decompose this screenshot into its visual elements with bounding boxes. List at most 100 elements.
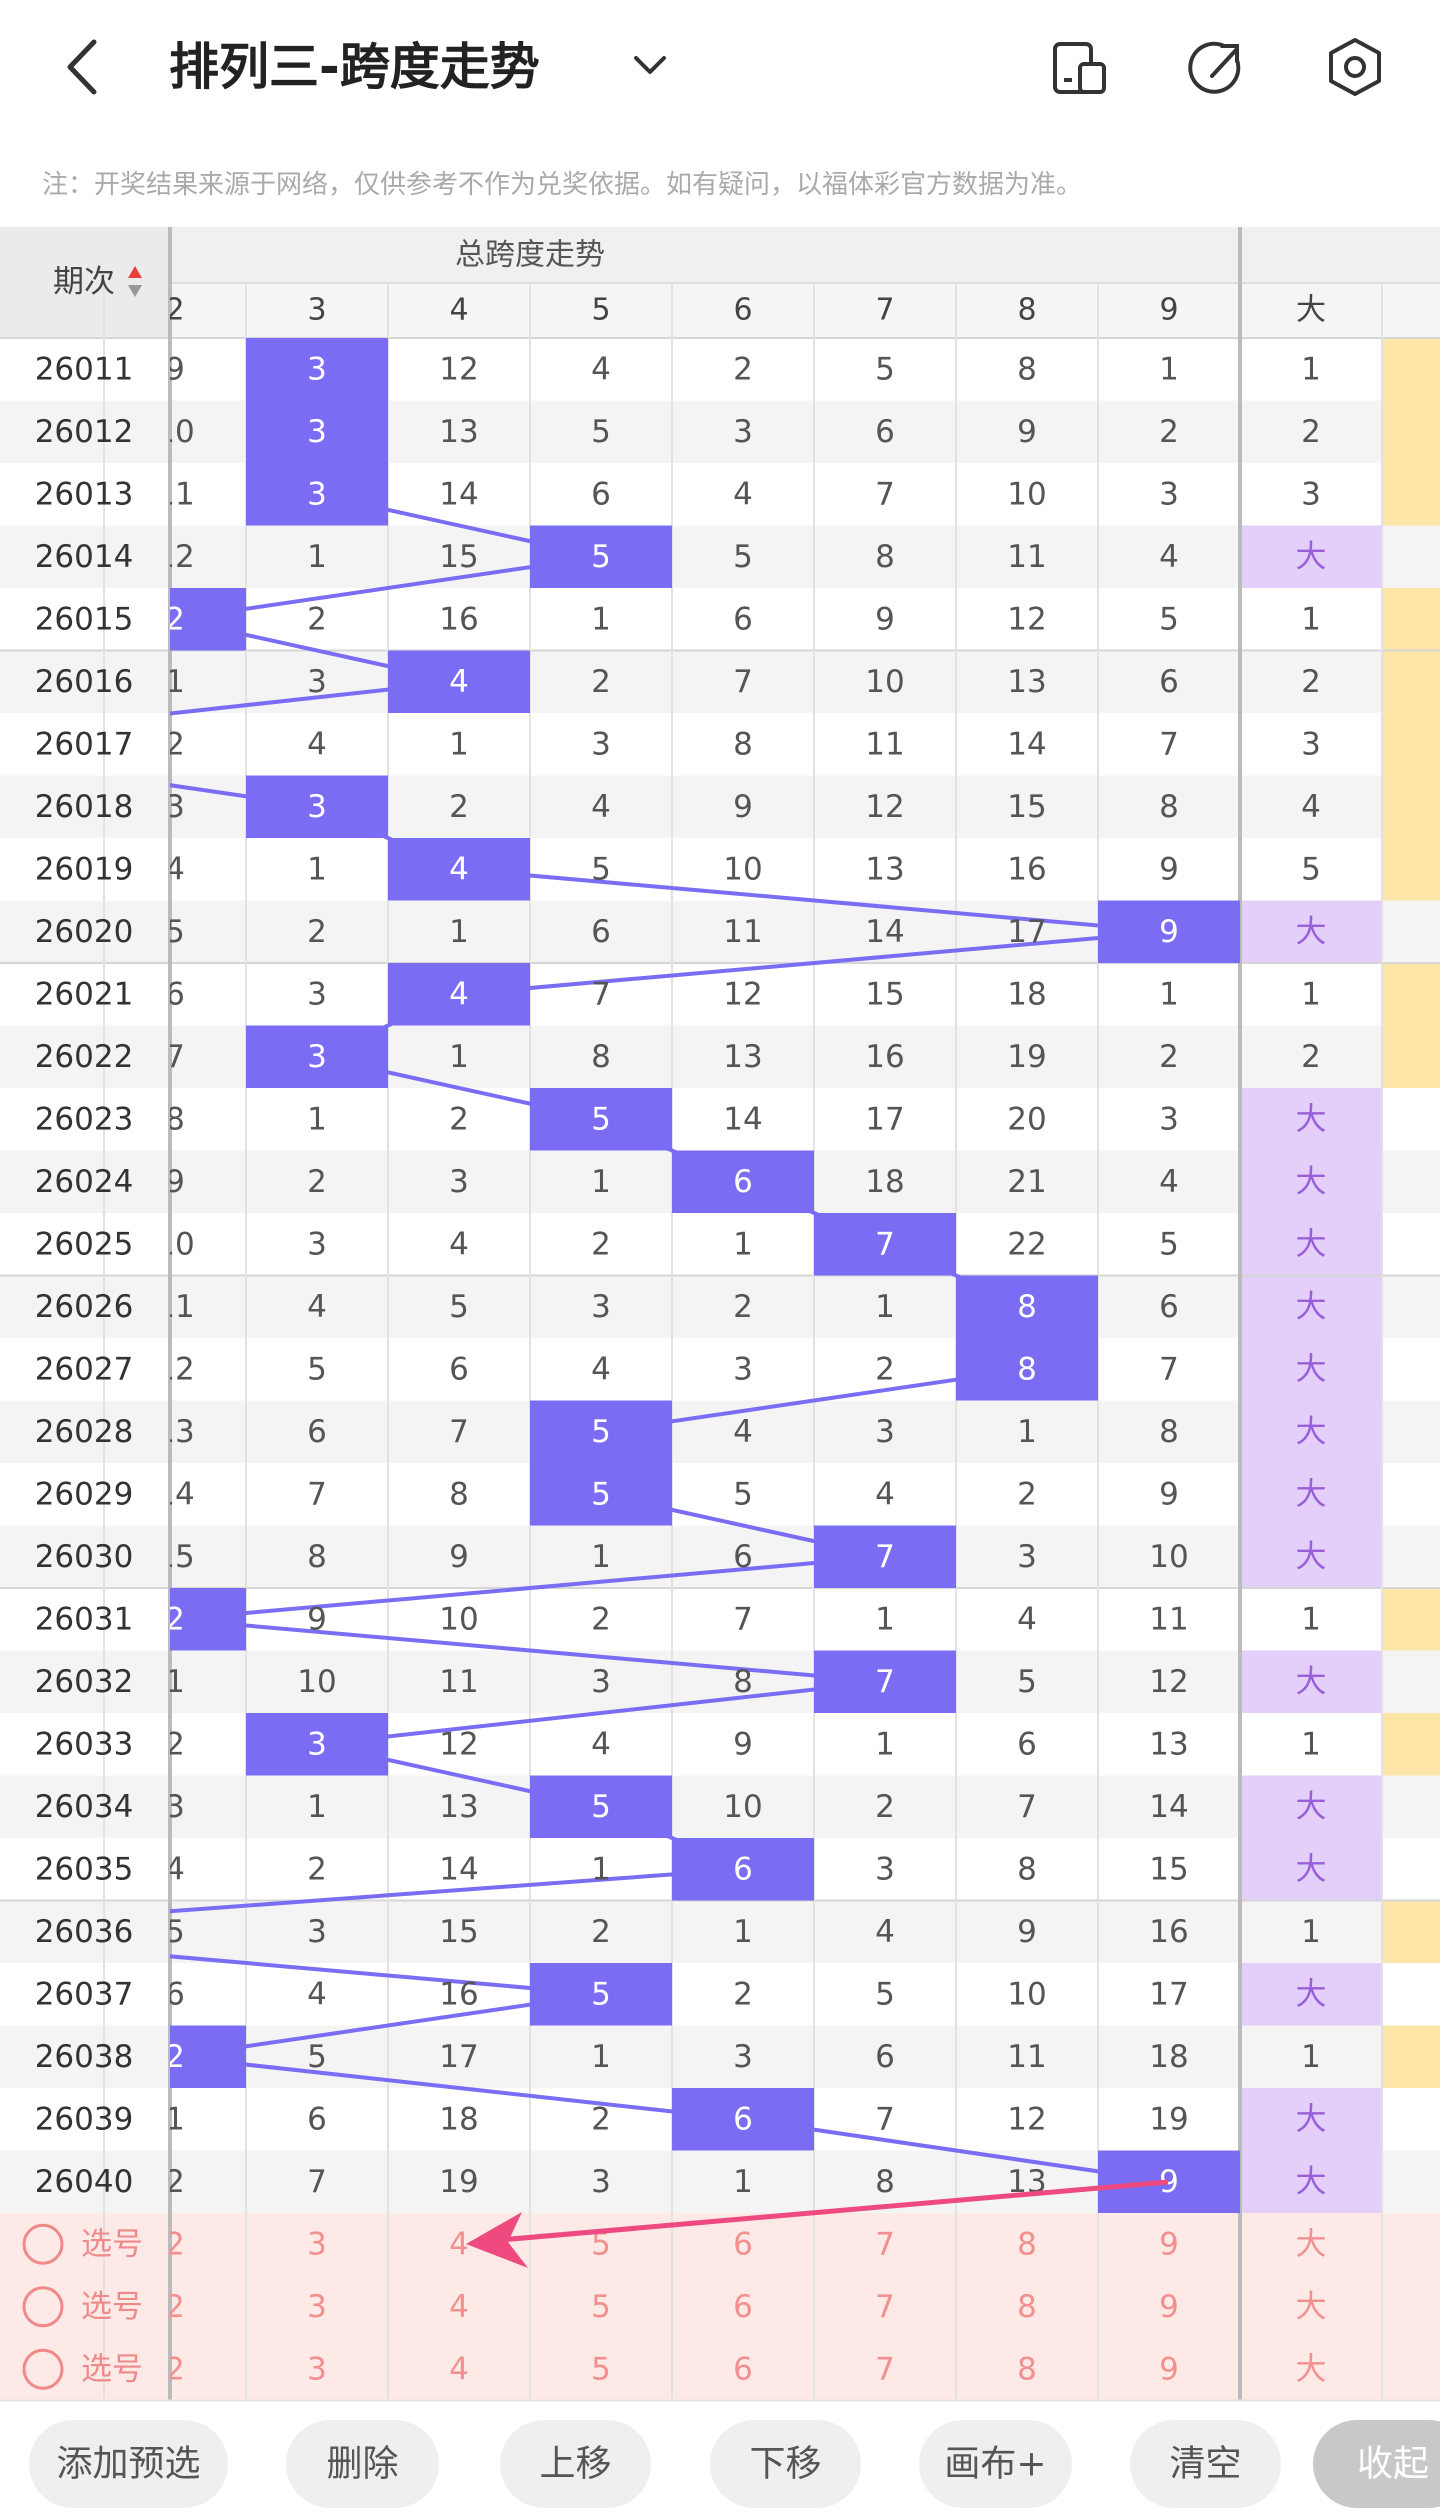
pick-option[interactable]: 7 [875, 2289, 895, 2325]
dropdown-button[interactable] [634, 56, 666, 74]
row-bg [0, 338, 1440, 401]
footer-button-label[interactable]: 收起 [1357, 2444, 1429, 2485]
pick-option[interactable]: 4 [449, 2351, 469, 2387]
cell-value: 6 [733, 1851, 753, 1887]
pick-radio[interactable] [22, 2223, 64, 2265]
settings-icon[interactable] [1329, 38, 1381, 96]
pick-radio[interactable] [22, 2348, 64, 2390]
row-bg [0, 963, 1440, 1026]
period: 26013 [35, 476, 134, 512]
pick-option[interactable]: 9 [1159, 2351, 1179, 2387]
pick-option[interactable]: 3 [307, 2351, 327, 2387]
hit-cell [246, 463, 388, 526]
cell-value: 7 [307, 2164, 327, 2200]
footer-button-label[interactable]: 画布+ [944, 2444, 1046, 2485]
pick-option[interactable]: 9 [1159, 2289, 1179, 2325]
pick-option[interactable]: 6 [733, 2226, 753, 2262]
hit-cell [530, 1963, 672, 2026]
cell-value: 5 [875, 351, 895, 387]
sort-down[interactable] [128, 285, 142, 297]
period: 26033 [35, 1726, 134, 1762]
cell-value: 13 [865, 851, 904, 887]
footer-button[interactable] [710, 2420, 861, 2508]
cell-value: 1 [165, 2101, 185, 2137]
footer-button[interactable] [500, 2420, 651, 2508]
pick-option[interactable]: 2 [165, 2351, 185, 2387]
period: 26040 [35, 2164, 134, 2200]
share-icon[interactable] [1188, 41, 1241, 94]
pick-option[interactable]: 6 [733, 2351, 753, 2387]
cell-value: 2 [449, 789, 469, 825]
pick-option[interactable]: 8 [1017, 2226, 1037, 2262]
pick-option[interactable]: 3 [307, 2289, 327, 2325]
cell-value: 12 [1007, 601, 1046, 637]
big-cell-bg [1240, 1963, 1382, 2026]
pick-label: 选号 [81, 2289, 143, 2325]
cell-value: 1 [307, 539, 327, 575]
pick-option[interactable]: 2 [165, 2289, 185, 2325]
sort-up[interactable] [128, 266, 142, 278]
footer-button-label[interactable]: 添加预选 [56, 2444, 200, 2485]
hit-cell [814, 1525, 956, 1588]
cell-value: 1 [733, 1226, 753, 1262]
hit-cell [1098, 900, 1240, 963]
big-value: 大 [1296, 2164, 1327, 2200]
pick-option[interactable]: 大 [1296, 2226, 1327, 2262]
big-value: 大 [1296, 1789, 1327, 1825]
cell-value: 11 [1007, 2039, 1046, 2075]
cell-value: 15 [865, 976, 904, 1012]
pick-option[interactable]: 5 [591, 2351, 611, 2387]
cell-value: 4 [591, 1351, 611, 1387]
footer-button[interactable] [29, 2420, 228, 2508]
cell-value: 2 [1017, 1476, 1037, 1512]
period: 26023 [35, 1101, 134, 1137]
pick-option[interactable]: 2 [165, 2226, 185, 2262]
pick-option[interactable]: 5 [591, 2289, 611, 2325]
period: 26034 [35, 1789, 134, 1825]
footer-button-label[interactable]: 清空 [1169, 2444, 1241, 2485]
pick-option[interactable]: 4 [449, 2289, 469, 2325]
pick-option[interactable]: 5 [591, 2226, 611, 2262]
row-bg [0, 1650, 1440, 1713]
cell-value: 1 [733, 1914, 753, 1950]
pick-option[interactable]: 6 [733, 2289, 753, 2325]
cell-value: 13 [439, 1789, 478, 1825]
back-button[interactable] [67, 39, 97, 95]
pick-option[interactable]: 4 [449, 2226, 469, 2262]
footer-button[interactable] [1313, 2420, 1440, 2508]
cell-value: 7 [449, 1414, 469, 1450]
footer-button[interactable] [1130, 2420, 1281, 2508]
footer-button[interactable] [286, 2420, 439, 2508]
cell-value: 13 [439, 414, 478, 450]
pick-radio[interactable] [22, 2286, 64, 2328]
cell-value: 9 [1159, 2164, 1179, 2200]
cell-value: 1 [591, 601, 611, 637]
pick-option[interactable]: 9 [1159, 2226, 1179, 2262]
pick-option[interactable]: 大 [1296, 2289, 1327, 2325]
layout-icon[interactable] [1053, 42, 1106, 94]
big-value: 大 [1296, 1101, 1327, 1137]
hit-cell [814, 1650, 956, 1713]
pick-option[interactable]: 大 [1296, 2351, 1327, 2387]
hit-cell [246, 1713, 388, 1776]
footer-button-label[interactable]: 删除 [326, 2444, 398, 2485]
footer-button[interactable] [919, 2420, 1072, 2508]
hit-cell [530, 1463, 672, 1526]
row-bg [0, 1275, 1440, 1338]
hit-cell [246, 1025, 388, 1088]
footer-button-label[interactable]: 上移 [539, 2444, 611, 2485]
pick-option[interactable]: 8 [1017, 2289, 1037, 2325]
cell-value: 18 [1007, 976, 1046, 1012]
cell-value: 6 [733, 601, 753, 637]
cell-value: 16 [865, 1039, 904, 1075]
cell-value: 10 [297, 1664, 336, 1700]
pick-option[interactable]: 8 [1017, 2351, 1037, 2387]
cell-value: 3 [591, 1664, 611, 1700]
pick-option[interactable]: 3 [307, 2226, 327, 2262]
period: 26019 [35, 851, 134, 887]
cell-value: 2 [165, 601, 185, 637]
pick-option[interactable]: 7 [875, 2351, 895, 2387]
pick-option[interactable]: 7 [875, 2226, 895, 2262]
footer-button-label[interactable]: 下移 [749, 2444, 821, 2485]
period: 26024 [35, 1164, 134, 1200]
